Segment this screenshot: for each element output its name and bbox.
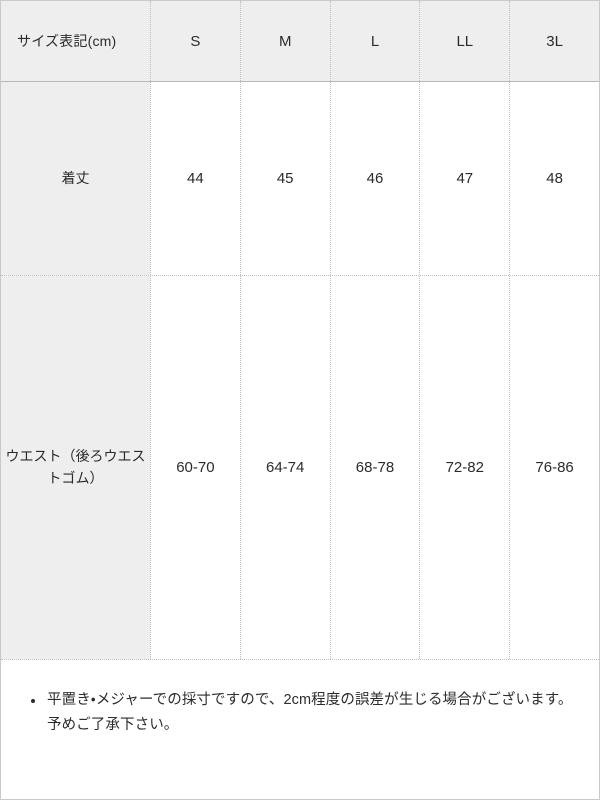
table-header-row: サイズ表記(cm) S M L LL 3L bbox=[1, 1, 599, 82]
cell-waist-l: 68-78 bbox=[329, 276, 420, 659]
column-header-size-3l: 3L bbox=[509, 1, 599, 81]
table-row: ウエスト（後ろウエストゴム） 60-70 64-74 68-78 72-82 7… bbox=[1, 276, 599, 660]
column-header-size-l: L bbox=[329, 1, 420, 81]
note-list: 平置き・メジャーでの採寸ですので、2cm程度の誤差が生じる場合がございます。予め… bbox=[25, 688, 575, 739]
cell-waist-m: 64-74 bbox=[239, 276, 330, 659]
cell-waist-s: 60-70 bbox=[150, 276, 240, 659]
table-footnote-area: 平置き・メジャーでの採寸ですので、2cm程度の誤差が生じる場合がございます。予め… bbox=[1, 660, 599, 799]
column-header-size-m: M bbox=[239, 1, 330, 81]
cell-length-ll: 47 bbox=[419, 82, 510, 275]
cell-length-3l: 48 bbox=[509, 82, 599, 275]
column-header-measurement: サイズ表記(cm) bbox=[17, 33, 117, 49]
column-header-size-s: S bbox=[150, 1, 240, 81]
cell-length-s: 44 bbox=[150, 82, 240, 275]
cell-waist-3l: 76-86 bbox=[509, 276, 599, 659]
row-header-waist: ウエスト（後ろウエストゴム） bbox=[1, 276, 150, 659]
list-item: 平置き・メジャーでの採寸ですので、2cm程度の誤差が生じる場合がございます。予め… bbox=[25, 688, 575, 739]
table-row: 着丈 44 45 46 47 48 bbox=[1, 82, 599, 276]
cell-length-m: 45 bbox=[239, 82, 330, 275]
table-body: 着丈 44 45 46 47 48 ウエスト（後ろウエストゴム） 60-70 6… bbox=[1, 82, 599, 660]
cell-waist-ll: 72-82 bbox=[419, 276, 510, 659]
column-header-size-ll: LL bbox=[419, 1, 509, 81]
cell-length-l: 46 bbox=[329, 82, 420, 275]
row-header-length: 着丈 bbox=[1, 82, 150, 275]
